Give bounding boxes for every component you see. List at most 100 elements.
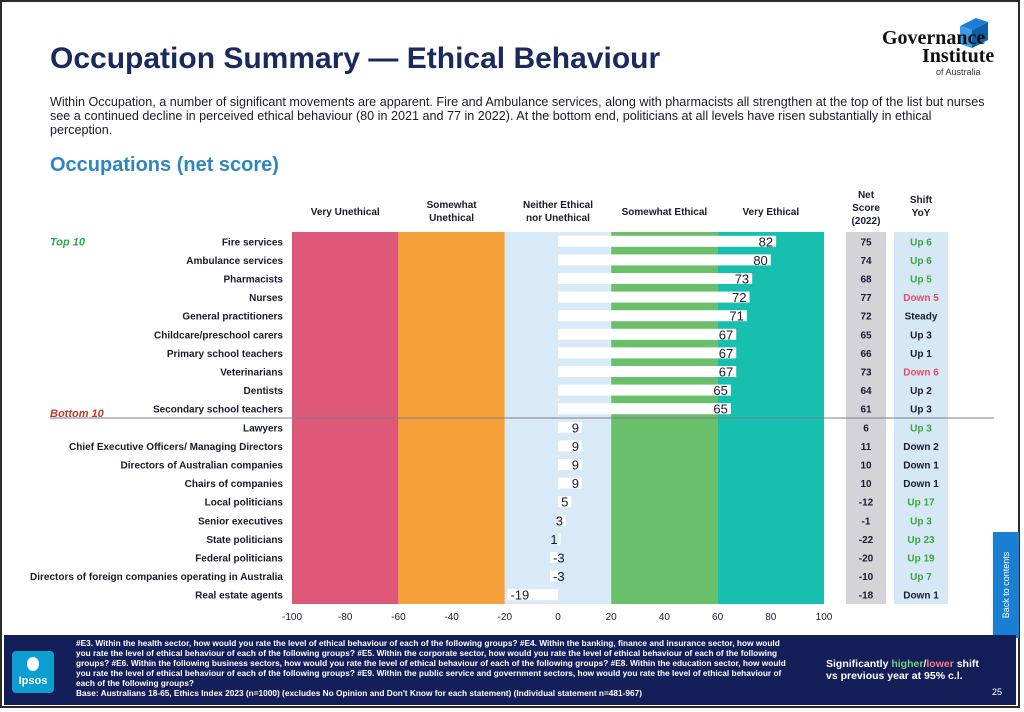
ipsos-logo-mark-icon xyxy=(27,657,39,671)
shift-value: Down 1 xyxy=(903,591,939,602)
shift-value: Up 3 xyxy=(910,516,932,527)
bar-value-label: 5 xyxy=(561,495,568,510)
band-label-3: Somewhat Ethical xyxy=(622,207,708,218)
back-to-contents-tab[interactable]: Back to contents xyxy=(993,532,1019,638)
shift-value: Up 23 xyxy=(907,535,935,546)
category-label: Senior executives xyxy=(198,516,283,527)
net-score-value: 72 xyxy=(860,312,872,323)
bar-value-label: -19 xyxy=(510,588,529,603)
footnote-base: Base: Australians 18-65, Ethics Index 20… xyxy=(76,688,643,698)
x-tick-label: -80 xyxy=(338,612,353,623)
category-label: Fire services xyxy=(222,237,284,248)
bar xyxy=(558,347,737,359)
bar xyxy=(507,589,558,601)
net-score-value: 11 xyxy=(861,442,872,453)
net-score-header: Net Score (2022) xyxy=(852,190,881,227)
legend-lower: lower xyxy=(926,658,954,670)
bar-value-label: 67 xyxy=(719,327,733,342)
x-tick-label: -100 xyxy=(282,612,302,623)
x-tick-label: 80 xyxy=(765,612,777,623)
shift-value: Up 3 xyxy=(910,330,932,341)
net-score-value: -22 xyxy=(859,535,874,546)
net-score-value: 65 xyxy=(860,330,872,341)
shift-value: Down 6 xyxy=(903,368,939,379)
net-score-value: 6 xyxy=(863,423,869,434)
shift-value: Up 19 xyxy=(907,554,935,565)
logo-line-2: Institute xyxy=(922,45,995,67)
bar-value-label: 71 xyxy=(729,309,743,324)
x-tick-label: 100 xyxy=(816,612,833,623)
bar-value-label: 3 xyxy=(556,513,563,528)
shift-value: Up 1 xyxy=(910,349,932,360)
bar-value-label: 9 xyxy=(572,439,579,454)
category-label: Real estate agents xyxy=(195,591,283,602)
category-label: General practitioners xyxy=(182,312,283,323)
x-tick-label: 60 xyxy=(712,612,724,623)
net-score-value: -20 xyxy=(859,554,874,565)
page-number: 25 xyxy=(992,687,1003,697)
net-score-value: -18 xyxy=(859,591,874,602)
group-label-bottom: Bottom 10 xyxy=(50,408,105,420)
net-score-value: 74 xyxy=(860,256,872,267)
back-to-contents-label: Back to contents xyxy=(1001,551,1011,619)
shift-value: Up 17 xyxy=(907,498,935,509)
category-label: Dentists xyxy=(244,386,284,397)
bar xyxy=(558,384,731,396)
net-score-value: 61 xyxy=(860,405,872,416)
net-score-value: 75 xyxy=(860,237,872,248)
shift-value: Up 3 xyxy=(910,423,932,434)
footnote-questions: #E3. Within the health sector, how would… xyxy=(76,638,786,688)
bar xyxy=(558,533,561,545)
logo-cube-icon xyxy=(960,18,988,48)
net-score-value: 10 xyxy=(860,479,872,490)
category-label: Secondary school teachers xyxy=(153,405,283,416)
shift-value: Up 6 xyxy=(910,237,932,248)
occupation-chart: Very Unethical Somewhat Unethical Neither E… xyxy=(30,190,994,623)
significance-legend: Significantly higher/lower shift vs prev… xyxy=(826,658,979,682)
x-tick-label: 20 xyxy=(606,612,618,623)
net-score-value: 68 xyxy=(860,275,872,286)
category-label: Federal politicians xyxy=(195,554,283,565)
category-label: State politicians xyxy=(206,535,283,546)
x-tick-label: -60 xyxy=(391,612,406,623)
shift-header: Shift YoY xyxy=(910,195,933,219)
bar xyxy=(558,440,582,452)
bar xyxy=(558,310,747,322)
net-score-value: 77 xyxy=(860,293,872,304)
bar-value-label: -3 xyxy=(553,569,565,584)
bar xyxy=(558,477,582,489)
category-label: Pharmacists xyxy=(224,275,284,286)
net-score-value: 64 xyxy=(860,386,872,397)
net-score-value: -12 xyxy=(859,498,874,509)
shift-value: Up 7 xyxy=(910,572,932,583)
bar-value-label: 72 xyxy=(732,290,746,305)
bar xyxy=(558,421,582,433)
x-tick-label: -40 xyxy=(444,612,459,623)
shift-value: Down 2 xyxy=(903,442,939,453)
legend-text-post: shift xyxy=(953,658,979,670)
category-label: Directors of Australian companies xyxy=(121,461,284,472)
bar xyxy=(558,273,753,284)
logo-line-1: Governance xyxy=(882,27,986,49)
bar xyxy=(558,328,737,340)
category-label: Nurses xyxy=(249,293,283,304)
chart-subtitle: Occupations (net score) xyxy=(50,154,279,176)
net-score-value: -10 xyxy=(859,572,874,583)
bar-value-label: 9 xyxy=(572,458,579,473)
bar-value-label: 80 xyxy=(753,253,767,268)
band-label-1: Somewhat Unethical xyxy=(427,200,478,224)
category-label: Chairs of companies xyxy=(185,479,284,490)
bar-value-label: 9 xyxy=(572,420,579,435)
bar xyxy=(558,459,582,470)
category-label: Veterinarians xyxy=(220,368,283,379)
logo-line-3: of Australia xyxy=(936,67,981,77)
shift-value: Up 6 xyxy=(910,256,932,267)
bar-value-label: 65 xyxy=(713,402,727,417)
shift-value: Steady xyxy=(905,312,938,323)
ipsos-logo-text: Ipsos xyxy=(18,675,48,687)
category-label: Ambulance services xyxy=(186,256,283,267)
bar xyxy=(558,291,750,303)
shift-value: Down 1 xyxy=(903,479,939,490)
bar xyxy=(550,570,558,582)
